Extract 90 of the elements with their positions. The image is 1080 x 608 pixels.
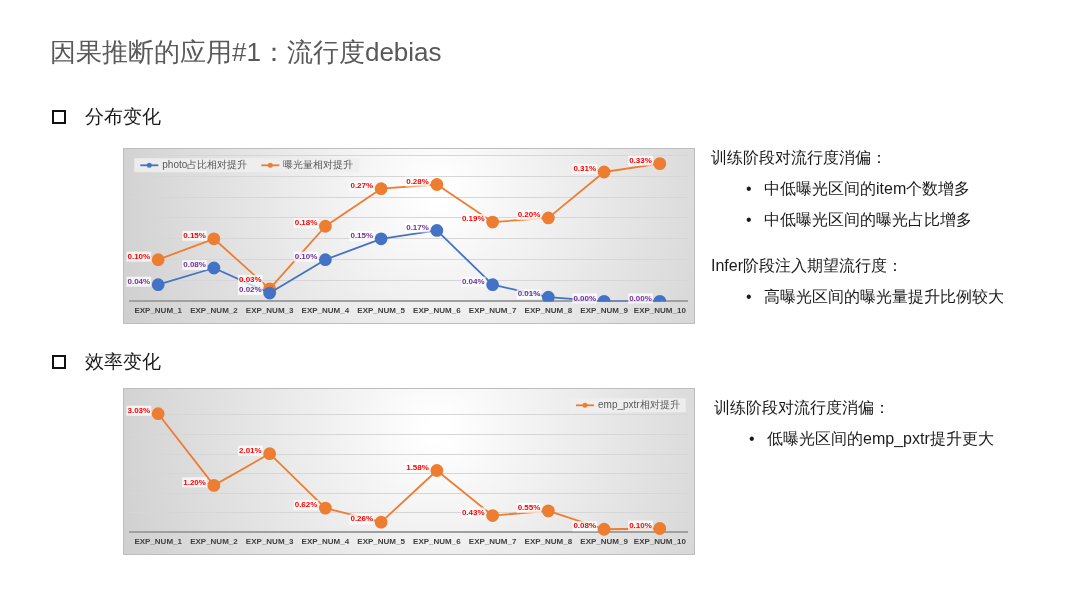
data-label: 0.08% <box>573 521 597 531</box>
x-tick-label: EXP_NUM_5 <box>357 537 406 547</box>
point <box>653 522 667 535</box>
text: • 中低曝光区间的item个数增多 <box>746 180 971 197</box>
data-label: 0.43% <box>461 507 485 517</box>
chart-subtitle: 分布变化 <box>85 106 161 128</box>
x-tick-label: EXP_NUM_10 <box>633 537 687 547</box>
point <box>430 178 444 191</box>
x-tick-label: EXP_NUM_5 <box>357 306 406 316</box>
data-label: 0.08% <box>183 260 206 270</box>
point <box>430 224 444 237</box>
point <box>653 157 667 171</box>
point <box>263 447 277 461</box>
data-label: 0.10% <box>629 520 652 530</box>
chart-title: 因果推断的应用#1：流行度debias <box>50 36 442 68</box>
point <box>486 215 500 229</box>
data-label: 0.15% <box>183 230 206 240</box>
x-tick-label: EXP_NUM_1 <box>134 537 183 547</box>
text: 训练阶段对流行度消偏： <box>714 399 890 416</box>
x-tick-label: EXP_NUM_6 <box>413 306 462 316</box>
point <box>207 261 221 275</box>
x-tick-label: EXP_NUM_3 <box>245 306 294 316</box>
data-label: 0.19% <box>461 214 485 224</box>
data-label: 2.01% <box>238 445 262 455</box>
data-label: 1.20% <box>183 477 206 487</box>
point <box>207 478 221 492</box>
point <box>207 232 221 246</box>
x-tick-label: EXP_NUM_7 <box>468 537 517 547</box>
point <box>430 464 444 477</box>
data-label: 3.03% <box>127 405 151 415</box>
text: Infer阶段注入期望流行度： <box>711 257 904 274</box>
data-label: 0.04% <box>127 276 151 286</box>
x-tick-label: EXP_NUM_9 <box>580 306 629 316</box>
point <box>597 522 611 536</box>
data-label: 0.28% <box>406 176 429 186</box>
legend-label: emp_pxtr相对提升 <box>598 399 680 411</box>
x-tick-label: EXP_NUM_10 <box>633 306 687 316</box>
data-label: 0.04% <box>461 276 485 286</box>
x-tick-label: EXP_NUM_3 <box>245 537 294 547</box>
point <box>151 253 165 267</box>
x-tick-label: EXP_NUM_8 <box>524 306 573 316</box>
data-label: 0.00% <box>573 293 597 303</box>
point <box>597 165 611 179</box>
x-tick-label: EXP_NUM_2 <box>190 306 239 316</box>
x-tick-label: EXP_NUM_8 <box>524 537 573 547</box>
x-tick-label: EXP_NUM_6 <box>413 537 462 547</box>
point <box>318 253 332 267</box>
point <box>541 211 555 225</box>
data-label: 0.27% <box>350 180 374 190</box>
point <box>263 286 277 300</box>
data-label: 0.18% <box>294 218 318 228</box>
chart-title: 效率变化 <box>85 351 161 373</box>
data-label: 0.55% <box>517 503 541 513</box>
text: 训练阶段对流行度消偏： <box>711 149 887 166</box>
x-tick-label: EXP_NUM_9 <box>580 537 629 547</box>
point <box>374 232 388 246</box>
point <box>374 182 388 196</box>
point <box>486 278 500 292</box>
data-label: 0.62% <box>294 500 318 510</box>
text: • 低曝光区间的emp_pxtr提升更大 <box>749 430 994 447</box>
point <box>151 278 165 292</box>
point <box>374 515 388 529</box>
x-tick-label: EXP_NUM_4 <box>301 537 350 547</box>
data-label: 0.10% <box>294 251 318 261</box>
data-label: 0.01% <box>517 289 541 299</box>
text: • 高曝光区间的曝光量提升比例较大 <box>746 288 1005 305</box>
data-label: 0.10% <box>127 251 151 261</box>
data-label: 1.58% <box>406 462 429 472</box>
point <box>486 509 500 522</box>
data-label: 0.20% <box>517 210 541 220</box>
point <box>318 219 332 233</box>
x-tick-label: EXP_NUM_7 <box>468 306 517 316</box>
legend-label: 曝光量相对提升 <box>283 159 354 171</box>
point <box>541 504 555 518</box>
point <box>151 407 165 421</box>
data-label: 0.02% <box>238 285 262 295</box>
x-tick-label: EXP_NUM_2 <box>190 537 239 547</box>
data-label: 0.00% <box>629 293 652 303</box>
point <box>541 290 555 302</box>
legend-label: photo占比相对提升 <box>162 159 248 171</box>
text: • 中低曝光区间的曝光占比增多 <box>746 211 973 228</box>
data-label: 0.31% <box>573 164 597 174</box>
data-label: 0.26% <box>350 514 374 524</box>
data-label: 0.15% <box>350 230 374 240</box>
x-tick-label: EXP_NUM_4 <box>301 306 350 316</box>
data-label: 0.33% <box>629 155 652 165</box>
data-label: 0.17% <box>406 222 429 232</box>
x-tick-label: EXP_NUM_1 <box>134 306 183 316</box>
point <box>318 501 332 515</box>
data-label: 0.03% <box>238 275 262 285</box>
